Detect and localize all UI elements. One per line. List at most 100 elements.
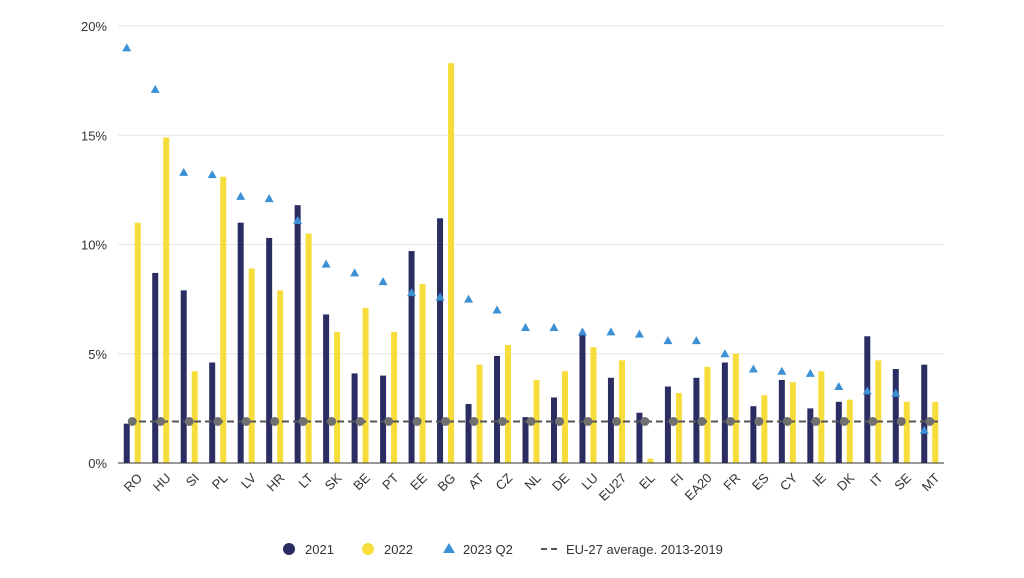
average-dot-hu xyxy=(156,416,166,426)
marker-2023-q2-ro xyxy=(122,43,132,52)
marker-2023-q2-be xyxy=(350,268,360,277)
bar-2022-dk xyxy=(846,399,853,463)
marker-2023-q2-cy xyxy=(777,366,787,375)
x-tick-label: SE xyxy=(891,470,914,493)
marker-2023-q2-mt xyxy=(919,425,929,434)
marker-2023-q2-si xyxy=(179,167,189,176)
bar-2022-de xyxy=(561,371,568,463)
bar-2022-hu xyxy=(163,137,170,463)
bar-2022-sk xyxy=(334,331,341,463)
average-dot-ea20 xyxy=(697,416,707,426)
bar-2022-es xyxy=(761,395,768,463)
y-tick-label: 10% xyxy=(81,238,107,253)
average-dot-eu27 xyxy=(611,416,621,426)
y-axis-ticks: 0% 5% 10% 15% 20% xyxy=(81,19,107,471)
bar-2021-lv xyxy=(237,222,244,463)
bar-2021-ro xyxy=(123,423,130,463)
marker-2023-q2-lv xyxy=(236,191,246,200)
bar-2022-at xyxy=(476,364,483,463)
bar-2021-mt xyxy=(921,364,928,463)
x-tick-label: HR xyxy=(264,470,288,494)
marker-2023-q2-es xyxy=(748,364,758,373)
average-dot-nl xyxy=(526,416,536,426)
average-dot-ro xyxy=(127,416,137,426)
bar-2021-sk xyxy=(323,314,330,463)
x-tick-label: NL xyxy=(522,470,544,492)
bar-2022-ro xyxy=(134,222,141,463)
average-dot-ie xyxy=(811,416,821,426)
average-dot-fi xyxy=(668,416,678,426)
marker-2023-q2-lu xyxy=(577,327,587,336)
legend-2023-q2-label: 2023 Q2 xyxy=(463,542,513,557)
legend: 2021 2022 2023 Q2 EU-27 average. 2013-20… xyxy=(283,542,723,557)
x-tick-label: DK xyxy=(834,470,858,494)
bar-2022-fr xyxy=(732,353,739,463)
average-dot-fr xyxy=(725,416,735,426)
average-dot-dk xyxy=(839,416,849,426)
x-tick-label: FI xyxy=(668,470,687,489)
bar-2021-si xyxy=(180,290,187,463)
average-dot-se xyxy=(896,416,906,426)
marker-2023-q2-ea20 xyxy=(691,336,701,345)
marker-2023-q2-dk xyxy=(834,382,844,391)
legend-2022-label: 2022 xyxy=(384,542,413,557)
average-dot-es xyxy=(754,416,764,426)
bar-2022-eu27 xyxy=(618,360,625,463)
y-tick-label: 5% xyxy=(88,347,107,362)
marker-2023-q2-hr xyxy=(264,194,274,203)
bar-2021-pt xyxy=(380,375,387,463)
x-tick-label: IE xyxy=(809,470,829,490)
bar-2022-lv xyxy=(248,268,255,463)
x-tick-label: EU27 xyxy=(596,470,630,504)
markers-2023-q2 xyxy=(122,43,929,434)
x-tick-label: EA20 xyxy=(682,470,715,503)
bar-2022-cy xyxy=(789,382,796,463)
average-dot-de xyxy=(554,416,564,426)
bar-2021-hu xyxy=(152,272,159,463)
marker-2023-q2-pl xyxy=(207,170,217,179)
bar-2022-lu xyxy=(590,347,597,463)
bar-2022-hr xyxy=(277,290,284,463)
marker-2023-q2-ee xyxy=(407,288,417,297)
x-tick-label: PL xyxy=(209,470,231,492)
x-tick-label: CY xyxy=(777,470,801,494)
marker-2023-q2-el xyxy=(634,329,644,338)
x-tick-label: PT xyxy=(379,470,401,492)
bar-2022-lt xyxy=(305,233,312,463)
bar-2021-fr xyxy=(721,362,728,463)
marker-2023-q2-fr xyxy=(720,349,730,358)
bar-2022-ea20 xyxy=(704,366,711,463)
x-tick-label: LV xyxy=(238,470,259,491)
average-dot-pt xyxy=(384,416,394,426)
average-dot-mt xyxy=(925,416,935,426)
bar-2021-at xyxy=(465,404,472,463)
bar-2021-es xyxy=(750,406,757,463)
y-tick-label: 0% xyxy=(88,456,107,471)
x-tick-label: SI xyxy=(183,470,202,489)
bar-2021-dk xyxy=(835,401,842,463)
bar-2022-ie xyxy=(818,371,825,463)
marker-2023-q2-bg xyxy=(435,292,445,301)
average-dot-be xyxy=(355,416,365,426)
legend-avg-label: EU-27 average. 2013-2019 xyxy=(566,542,723,557)
marker-2023-q2-nl xyxy=(521,323,530,332)
bar-2021-cz xyxy=(494,355,501,463)
bar-2021-nl xyxy=(522,417,529,463)
bar-2022-bg xyxy=(448,63,455,464)
x-tick-label: LT xyxy=(295,470,316,491)
bar-2021-lt xyxy=(294,205,301,464)
bar-2022-it xyxy=(875,360,882,463)
legend-2023-q2-swatch xyxy=(443,543,455,553)
marker-2023-q2-cz xyxy=(492,305,502,314)
marker-2023-q2-pt xyxy=(378,277,388,286)
bar-2022-pl xyxy=(220,176,227,463)
average-dot-lv xyxy=(241,416,251,426)
x-tick-label: HU xyxy=(150,470,174,494)
bar-2022-mt xyxy=(932,401,939,463)
average-dot-at xyxy=(469,416,479,426)
bar-2022-se xyxy=(903,401,910,463)
legend-2021-label: 2021 xyxy=(305,542,334,557)
average-dot-sk xyxy=(327,416,337,426)
x-tick-label: ES xyxy=(749,470,772,493)
